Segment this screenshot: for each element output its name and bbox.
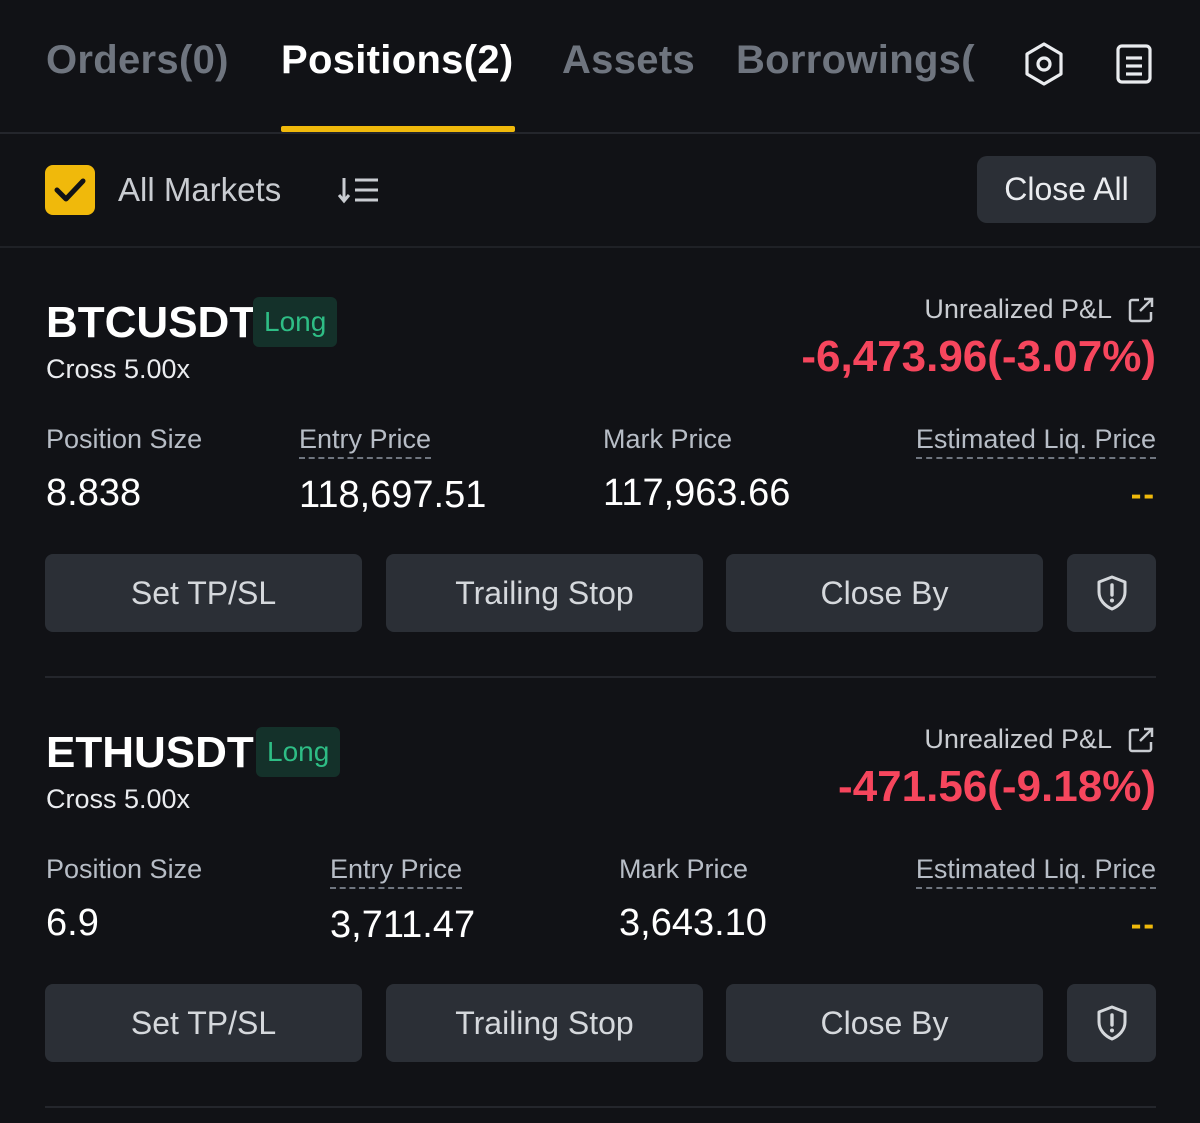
est-liq-price-label[interactable]: Estimated Liq. Price <box>915 424 1156 459</box>
unrealized-pnl-header[interactable]: Unrealized P&L <box>924 294 1156 325</box>
sort-list-icon[interactable] <box>337 172 380 208</box>
entry-price-value: 118,697.51 <box>299 474 487 516</box>
shield-alert-icon <box>1097 575 1126 611</box>
side-badge: Long <box>256 727 341 777</box>
external-link-icon[interactable] <box>1126 295 1156 325</box>
entry-price-label[interactable]: Entry Price <box>299 424 432 459</box>
mark-price-value: 3,643.10 <box>619 902 767 944</box>
active-tab-indicator <box>281 126 515 132</box>
unrealized-pnl-label: Unrealized P&L <box>924 294 1112 324</box>
set-tpsl-button[interactable]: Set TP/SL <box>45 554 362 632</box>
est-liq-price-label[interactable]: Estimated Liq. Price <box>915 854 1156 889</box>
est-liq-price-value: -- <box>1130 476 1156 512</box>
document-icon[interactable] <box>1110 40 1158 88</box>
close-by-button[interactable]: Close By <box>726 984 1043 1062</box>
checkmark-icon <box>54 178 86 202</box>
position-size-label: Position Size <box>46 424 203 454</box>
close-by-button[interactable]: Close By <box>726 554 1043 632</box>
position-card: BTCUSDT Long Cross 5.00x Unrealized P&L … <box>0 248 1200 680</box>
position-size-value: 6.9 <box>46 902 99 944</box>
position-size-value: 8.838 <box>46 472 142 514</box>
position-symbol[interactable]: ETHUSDT <box>46 728 254 777</box>
card-divider <box>45 676 1156 678</box>
all-markets-checkbox[interactable] <box>45 165 95 215</box>
entry-price-value: 3,711.47 <box>330 904 476 946</box>
external-link-icon[interactable] <box>1126 725 1156 755</box>
set-tpsl-button[interactable]: Set TP/SL <box>45 984 362 1062</box>
shield-alert-icon <box>1097 1005 1126 1041</box>
side-badge: Long <box>253 297 338 347</box>
unrealized-pnl-header[interactable]: Unrealized P&L <box>924 724 1156 755</box>
tab-positions[interactable]: Positions(2) <box>281 38 514 82</box>
close-all-button[interactable]: Close All <box>977 156 1156 223</box>
trailing-stop-button[interactable]: Trailing Stop <box>386 554 703 632</box>
filter-bar: All Markets Close All <box>0 134 1200 248</box>
tab-borrowings[interactable]: Borrowings(0) <box>736 38 976 82</box>
tab-bar: Orders(0) Positions(2) Assets Borrowings… <box>0 0 1200 134</box>
unrealized-pnl-label: Unrealized P&L <box>924 724 1112 754</box>
shield-button[interactable] <box>1067 984 1156 1062</box>
tab-orders[interactable]: Orders(0) <box>46 38 229 82</box>
position-symbol[interactable]: BTCUSDT <box>46 298 257 347</box>
unrealized-pnl-value: -6,473.96(-3.07%) <box>801 332 1156 381</box>
position-card: ETHUSDT Long Cross 5.00x Unrealized P&L … <box>0 678 1200 1110</box>
tab-assets[interactable]: Assets <box>562 38 695 82</box>
all-markets-label[interactable]: All Markets <box>118 171 282 208</box>
est-liq-price-value: -- <box>1130 906 1156 942</box>
shield-button[interactable] <box>1067 554 1156 632</box>
hexagon-settings-icon[interactable] <box>1020 40 1068 88</box>
margin-mode: Cross 5.00x <box>46 354 191 384</box>
unrealized-pnl-value: -471.56(-9.18%) <box>838 762 1156 811</box>
position-size-label: Position Size <box>46 854 203 884</box>
entry-price-label[interactable]: Entry Price <box>330 854 463 889</box>
mark-price-value: 117,963.66 <box>603 472 791 514</box>
mark-price-label: Mark Price <box>603 424 733 454</box>
margin-mode: Cross 5.00x <box>46 784 191 814</box>
mark-price-label: Mark Price <box>619 854 749 884</box>
card-divider <box>45 1106 1156 1108</box>
trailing-stop-button[interactable]: Trailing Stop <box>386 984 703 1062</box>
